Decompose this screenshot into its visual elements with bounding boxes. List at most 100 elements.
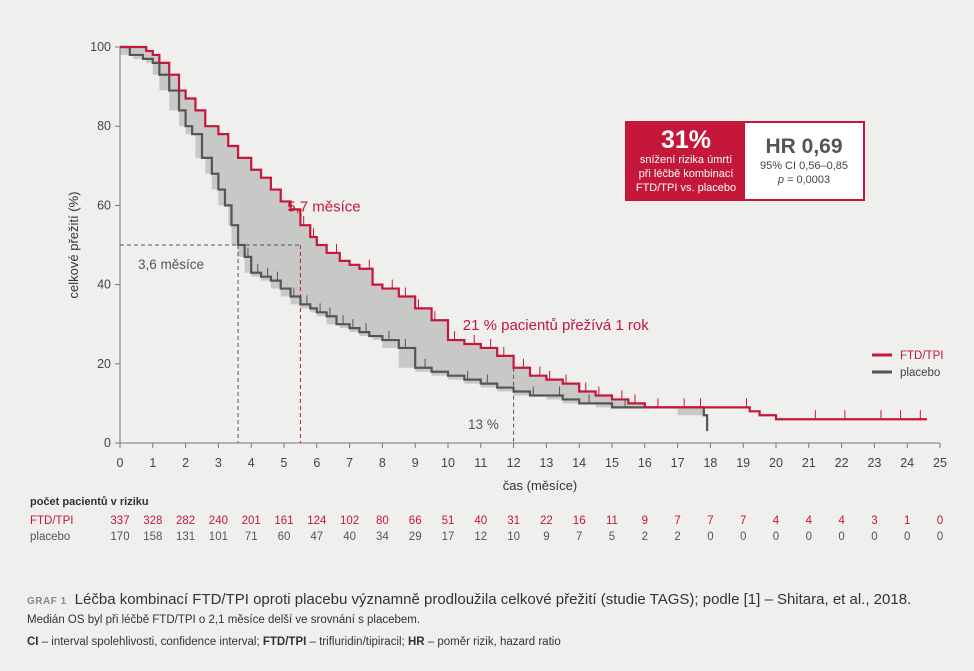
x-tick-label: 3 [215, 456, 222, 470]
risk-cell: 2 [642, 531, 648, 543]
risk-cell: 4 [773, 515, 780, 527]
x-tick-label: 2 [182, 456, 189, 470]
legend-ftd-label: FTD/TPI [900, 350, 943, 362]
risk-cell: 282 [176, 515, 195, 527]
y-axis-label: celkové přežití (%) [66, 192, 81, 299]
risk-cell: 40 [343, 531, 356, 543]
x-tick-label: 4 [248, 456, 255, 470]
y-tick-label: 0 [104, 436, 111, 450]
risk-cell: 131 [176, 531, 195, 543]
risk-cell: 5 [609, 531, 615, 543]
one-year-placebo-label: 13 % [468, 417, 499, 432]
confidence-interval: 95% CI 0,56–0,85 [759, 160, 849, 172]
risk-cell: 29 [409, 531, 422, 543]
x-tick-label: 16 [638, 456, 652, 470]
y-tick-label: 40 [97, 278, 111, 292]
x-tick-label: 6 [313, 456, 320, 470]
risk-cell: 0 [740, 531, 746, 543]
risk-reduction-panel: 31% snížení rizika úmrtí při léčbě kombi… [627, 123, 745, 199]
risk-cell: 7 [674, 515, 680, 527]
y-tick-label: 100 [90, 40, 111, 54]
y-tick-label: 60 [97, 198, 111, 212]
risk-cell: 40 [474, 515, 487, 527]
x-tick-label: 23 [867, 456, 881, 470]
risk-cell: 11 [606, 515, 618, 527]
x-tick-label: 9 [412, 456, 419, 470]
risk-cell: 71 [245, 531, 258, 543]
risk-reduction-line-1: snížení rizika úmrtí [639, 154, 733, 166]
x-tick-label: 24 [900, 456, 914, 470]
median-note: Medián OS byl při léčbě FTD/TPI o 2,1 mě… [27, 614, 421, 626]
risk-cell: 17 [442, 531, 455, 543]
p-value: p = 0,0003 [777, 174, 831, 186]
x-tick-label: 1 [149, 456, 156, 470]
risk-cell: 1 [904, 515, 910, 527]
risk-cell: 240 [209, 515, 228, 527]
risk-cell: 0 [937, 515, 943, 527]
x-tick-label: 10 [441, 456, 455, 470]
x-tick-label: 19 [736, 456, 750, 470]
one-year-ftd-label: 21 % pacientů přežívá 1 rok [463, 317, 649, 334]
risk-cell: 60 [278, 531, 291, 543]
risk-cell: 2 [674, 531, 680, 543]
legend-placebo-label: placebo [900, 367, 940, 379]
risk-cell: 161 [274, 515, 293, 527]
risk-cell: 3 [871, 515, 877, 527]
hazard-ratio-value: HR 0,69 [765, 135, 843, 158]
risk-cell: 201 [242, 515, 261, 527]
risk-cell: 7 [740, 515, 746, 527]
x-tick-label: 8 [379, 456, 386, 470]
risk-cell: 9 [642, 515, 648, 527]
risk-cell: 4 [838, 515, 845, 527]
x-tick-label: 20 [769, 456, 783, 470]
risk-cell: 80 [376, 515, 389, 527]
abbreviations-note: CI – interval spolehlivosti, confidence … [27, 636, 561, 648]
risk-cell: 0 [937, 531, 943, 543]
risk-cell: 0 [871, 531, 877, 543]
risk-cell: 0 [773, 531, 779, 543]
risk-cell: 0 [806, 531, 812, 543]
x-tick-label: 11 [474, 456, 487, 470]
risk-cell: 47 [310, 531, 323, 543]
risk-cell: 102 [340, 515, 359, 527]
risk-cell: 10 [507, 531, 520, 543]
risk-cell: 7 [576, 531, 582, 543]
risk-cell: 0 [838, 531, 844, 543]
risk-cell: 12 [474, 531, 487, 543]
survival-difference-area [120, 47, 704, 416]
median-placebo-label: 3,6 měsíce [138, 257, 204, 272]
risk-cell: 328 [143, 515, 162, 527]
hazard-ratio-panel: HR 0,69 95% CI 0,56–0,85 p = 0,0003 [745, 123, 863, 199]
x-tick-label: 18 [703, 456, 717, 470]
figure-number: GRAF 1 [27, 596, 67, 607]
x-tick-label: 21 [802, 456, 816, 470]
figure-caption: GRAF 1 Léčba kombinací FTD/TPI oproti pla… [27, 591, 957, 608]
risk-cell: 22 [540, 515, 553, 527]
hazard-ratio-box: 31% snížení rizika úmrtí při léčbě kombi… [625, 121, 865, 201]
risk-row-label: FTD/TPI [30, 515, 73, 527]
risk-cell: 4 [806, 515, 813, 527]
risk-cell: 124 [307, 515, 327, 527]
risk-cell: 16 [573, 515, 586, 527]
risk-cell: 0 [707, 531, 713, 543]
x-tick-label: 5 [281, 456, 288, 470]
risk-table-header: počet pacientů v riziku [30, 496, 149, 508]
x-tick-label: 25 [933, 456, 947, 470]
risk-cell: 101 [209, 531, 228, 543]
x-tick-label: 12 [507, 456, 521, 470]
risk-cell: 31 [507, 515, 520, 527]
x-tick-label: 7 [346, 456, 353, 470]
x-tick-label: 13 [539, 456, 553, 470]
x-axis-label: čas (měsíce) [503, 478, 577, 493]
median-ftd-label: 5,7 měsíce [287, 198, 360, 215]
x-tick-label: 15 [605, 456, 619, 470]
x-tick-label: 22 [835, 456, 849, 470]
risk-reduction-line-3: FTD/TPI vs. placebo [635, 182, 737, 194]
risk-cell: 9 [543, 531, 549, 543]
risk-cell: 66 [409, 515, 422, 527]
placebo-curve [120, 45, 709, 432]
y-tick-label: 80 [97, 119, 111, 133]
risk-cell: 34 [376, 531, 389, 543]
x-tick-label: 0 [117, 456, 124, 470]
